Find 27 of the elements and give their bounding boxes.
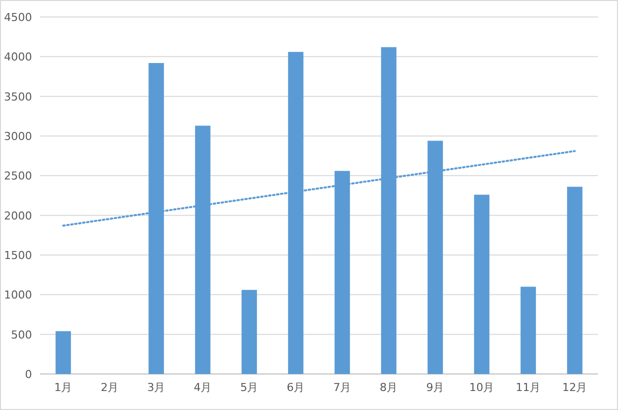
x-tick-label: 3月 bbox=[147, 381, 166, 394]
y-tick-label: 4000 bbox=[4, 50, 32, 64]
bar bbox=[242, 290, 257, 374]
y-tick-label: 2500 bbox=[4, 170, 32, 183]
bar bbox=[520, 286, 536, 374]
x-tick-label: 5月 bbox=[240, 381, 258, 394]
x-tick-label: 12月 bbox=[562, 381, 588, 394]
y-tick-label: 1500 bbox=[4, 249, 32, 262]
y-tick-label: 0 bbox=[25, 368, 32, 381]
x-tick-label: 7月 bbox=[333, 381, 352, 394]
x-tick-label: 6月 bbox=[286, 381, 305, 394]
x-tick-label: 11月 bbox=[516, 381, 541, 394]
bar bbox=[474, 194, 490, 374]
y-tick-label: 2000 bbox=[4, 209, 32, 222]
y-tick-label: 3000 bbox=[4, 130, 32, 143]
x-tick-label: 2月 bbox=[100, 381, 119, 394]
x-tick-label: 9月 bbox=[426, 381, 444, 394]
x-tick-label: 1月 bbox=[54, 381, 72, 394]
y-tick-label: 500 bbox=[11, 328, 32, 342]
x-tick-label: 10月 bbox=[469, 381, 494, 394]
x-tick-label: 8月 bbox=[380, 381, 398, 394]
y-tick-label: 1000 bbox=[4, 288, 32, 302]
bar bbox=[567, 186, 582, 374]
x-tick-label: 4月 bbox=[194, 381, 212, 394]
y-tick-label: 3500 bbox=[4, 90, 32, 104]
bar bbox=[56, 331, 71, 374]
y-tick-label: 4500 bbox=[4, 11, 32, 24]
